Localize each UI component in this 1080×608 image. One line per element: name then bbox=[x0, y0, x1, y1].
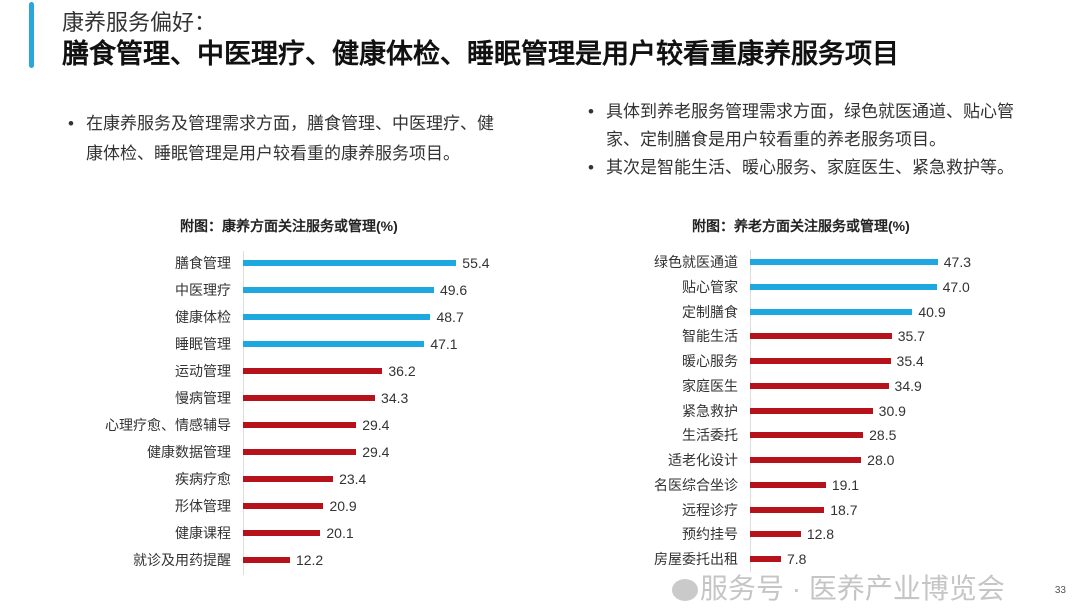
category-label: 定制膳食 bbox=[682, 303, 738, 320]
bar bbox=[243, 314, 431, 320]
bar bbox=[243, 557, 290, 563]
value-label: 20.9 bbox=[329, 498, 357, 514]
bar bbox=[243, 341, 425, 347]
category-label: 健康体检 bbox=[175, 309, 231, 325]
category-label: 绿色就医通道 bbox=[654, 254, 738, 270]
category-label: 紧急救护 bbox=[682, 402, 738, 419]
bar bbox=[750, 283, 937, 290]
bar bbox=[750, 382, 889, 389]
bar bbox=[243, 260, 457, 266]
bar bbox=[750, 556, 781, 562]
category-label: 中医理疗 bbox=[175, 282, 231, 298]
category-label: 健康课程 bbox=[175, 525, 231, 541]
category-label: 暖心服务 bbox=[682, 353, 738, 369]
value-label: 30.9 bbox=[878, 402, 906, 419]
right-bullets: 具体到养老服务管理需求方面，绿色就医通道、贴心管家、定制膳食是用户较看重的养老服… bbox=[586, 98, 1026, 182]
category-label: 形体管理 bbox=[175, 498, 231, 514]
category-label: 远程诊疗 bbox=[682, 501, 738, 518]
category-label: 就诊及用药提醒 bbox=[133, 552, 231, 568]
category-label: 名医综合坐诊 bbox=[654, 476, 738, 493]
wechat-icon bbox=[672, 579, 698, 601]
value-label: 35.4 bbox=[896, 353, 924, 369]
category-label: 健康数据管理 bbox=[147, 444, 231, 460]
value-label: 12.2 bbox=[295, 552, 324, 568]
bar bbox=[243, 530, 321, 536]
value-label: 47.1 bbox=[430, 336, 458, 352]
page-number: 33 bbox=[1054, 585, 1066, 596]
value-label: 23.4 bbox=[339, 471, 367, 487]
bar bbox=[243, 476, 334, 482]
category-label: 智能生活 bbox=[682, 328, 738, 345]
bar bbox=[750, 481, 826, 488]
bar bbox=[750, 432, 864, 439]
bar bbox=[243, 395, 376, 401]
value-label: 20.1 bbox=[326, 525, 354, 541]
bar bbox=[750, 531, 801, 538]
chart-axis bbox=[243, 251, 244, 575]
left-chart-title: 附图：康养方面关注服务或管理(%) bbox=[180, 218, 398, 234]
bar bbox=[243, 422, 357, 428]
category-label: 生活委托 bbox=[682, 427, 738, 444]
value-label: 29.4 bbox=[362, 417, 390, 433]
category-label: 预约挂号 bbox=[682, 526, 738, 543]
value-label: 48.7 bbox=[436, 309, 464, 325]
bar bbox=[243, 503, 324, 509]
value-label: 7.8 bbox=[786, 551, 807, 567]
value-label: 18.7 bbox=[830, 501, 858, 518]
title-accent-bar bbox=[29, 2, 34, 68]
bar bbox=[243, 368, 383, 374]
value-label: 35.7 bbox=[897, 328, 925, 345]
value-label: 34.3 bbox=[381, 390, 409, 406]
bullet: 具体到养老服务管理需求方面，绿色就医通道、贴心管家、定制膳食是用户较看重的养老服… bbox=[586, 98, 1026, 154]
category-label: 慢病管理 bbox=[175, 390, 231, 406]
slide-title: 膳食管理、中医理疗、健康体检、睡眠管理是用户较看重康养服务项目 bbox=[62, 39, 899, 69]
value-label: 28.0 bbox=[867, 452, 895, 468]
value-label: 34.9 bbox=[894, 377, 922, 394]
bar bbox=[243, 287, 434, 293]
category-label: 膳食管理 bbox=[175, 255, 231, 271]
category-label: 疾病疗愈 bbox=[175, 471, 231, 487]
bar bbox=[750, 259, 938, 265]
watermark: 服务号 · 医养产业博览会 bbox=[700, 573, 1005, 604]
value-label: 12.8 bbox=[806, 526, 835, 543]
bar bbox=[750, 358, 891, 364]
bar bbox=[750, 333, 892, 340]
bar bbox=[750, 506, 825, 513]
category-label: 家庭医生 bbox=[682, 377, 738, 394]
slide-subtitle: 康养服务偏好： bbox=[62, 10, 217, 35]
value-label: 28.5 bbox=[869, 427, 897, 444]
value-label: 47.3 bbox=[943, 254, 972, 270]
category-label: 贴心管家 bbox=[682, 278, 738, 295]
category-label: 运动管理 bbox=[175, 363, 231, 379]
bar bbox=[750, 308, 913, 315]
value-label: 55.4 bbox=[462, 255, 490, 271]
value-label: 47.0 bbox=[942, 278, 970, 295]
value-label: 19.1 bbox=[831, 476, 860, 493]
right-chart-title: 附图：养老方面关注服务或管理(%) bbox=[692, 218, 910, 234]
value-label: 49.6 bbox=[439, 282, 468, 298]
bullet: 其次是智能生活、暖心服务、家庭医生、紧急救护等。 bbox=[586, 154, 1026, 182]
left-bullets: 在康养服务及管理需求方面，膳食管理、中医理疗、健康体检、睡眠管理是用户较看重的康… bbox=[66, 109, 506, 169]
value-label: 40.9 bbox=[918, 303, 946, 320]
bar bbox=[243, 449, 357, 455]
category-label: 心理疗愈、情感辅导 bbox=[105, 417, 231, 433]
value-label: 29.4 bbox=[362, 444, 390, 460]
bar bbox=[750, 457, 862, 463]
category-label: 房屋委托出租 bbox=[654, 551, 738, 567]
value-label: 36.2 bbox=[388, 363, 416, 379]
bar bbox=[750, 407, 873, 414]
category-label: 睡眠管理 bbox=[175, 336, 231, 352]
category-label: 适老化设计 bbox=[668, 452, 738, 468]
bullet: 在康养服务及管理需求方面，膳食管理、中医理疗、健康体检、睡眠管理是用户较看重的康… bbox=[66, 109, 506, 169]
